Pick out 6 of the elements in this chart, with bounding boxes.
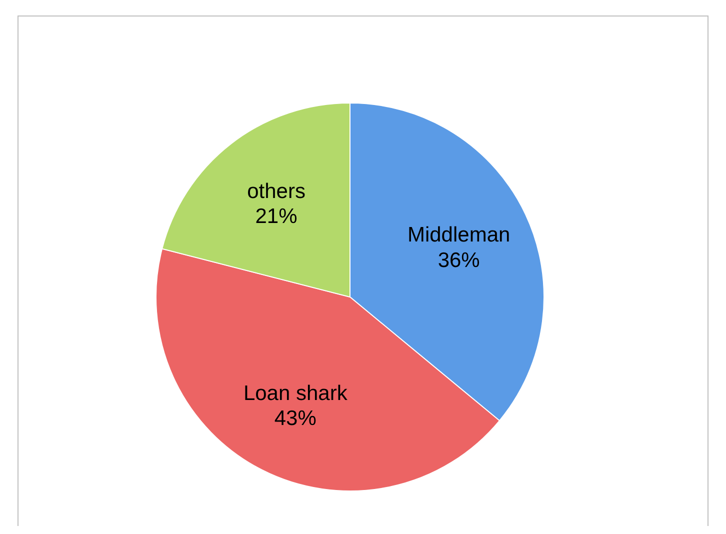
slice-label: others	[247, 180, 306, 203]
slice-label: Middleman	[407, 224, 510, 247]
data-label: 21%	[255, 204, 298, 228]
data-label: 43%	[274, 407, 316, 430]
data-label: 36%	[438, 248, 480, 272]
slice-label: Loan shark	[243, 382, 348, 405]
